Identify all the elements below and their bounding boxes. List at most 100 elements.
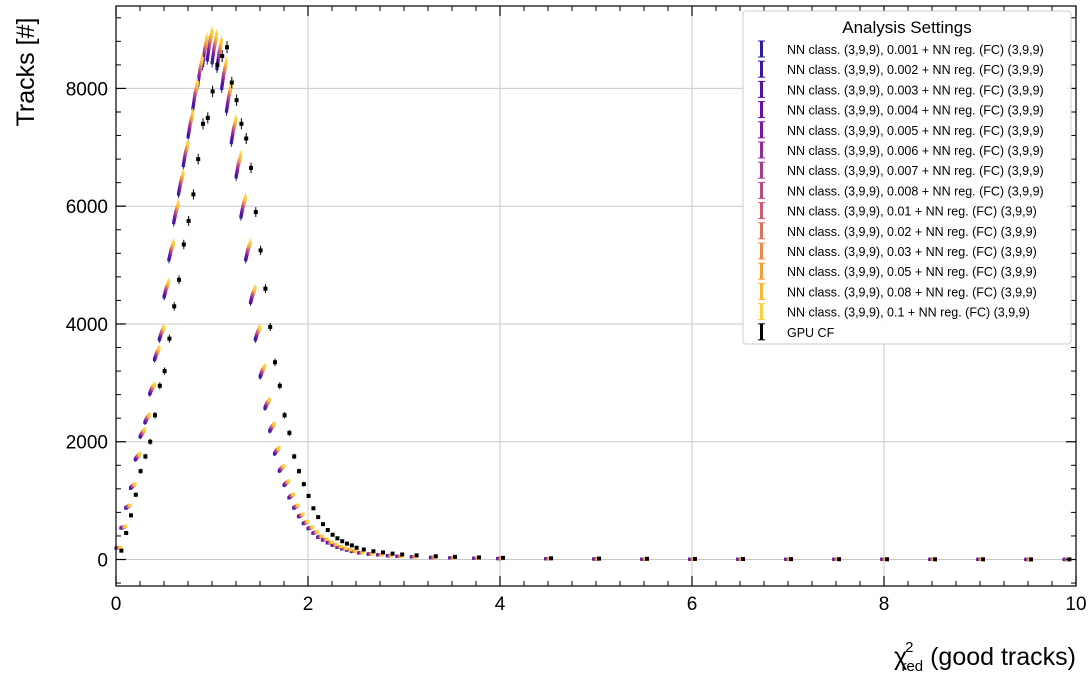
- legend-item: GPU CF: [758, 323, 835, 341]
- data-point: [335, 536, 340, 541]
- data-point: [186, 218, 191, 223]
- data-point: [176, 201, 180, 206]
- legend-marker: [760, 142, 763, 158]
- data-point: [263, 286, 268, 291]
- data-point: [282, 413, 287, 418]
- data-point: [330, 540, 334, 544]
- data-point: [340, 539, 345, 544]
- x-tick-label: 2: [303, 594, 314, 615]
- data-point: [287, 430, 292, 435]
- x-tick-label: 10: [1065, 594, 1086, 615]
- data-point: [277, 383, 282, 388]
- data-point: [345, 541, 349, 546]
- x-axis-label-subscript: red: [901, 658, 923, 675]
- data-point: [335, 542, 339, 547]
- data-point: [837, 557, 841, 562]
- data-point: [325, 537, 329, 541]
- legend-item: NN class. (3,9,9), 0.004 + NN reg. (FC) …: [758, 101, 1044, 119]
- legend: Analysis Settings NN class. (3,9,9), 0.0…: [742, 10, 1072, 345]
- data-point: [244, 136, 249, 141]
- legend-item: NN class. (3,9,9), 0.005 + NN reg. (FC) …: [758, 121, 1044, 139]
- data-point: [268, 324, 273, 329]
- legend-title: Analysis Settings: [842, 18, 971, 37]
- data-point: [119, 545, 123, 550]
- x-axis-label-text: (good tracks): [923, 643, 1076, 671]
- data-point: [282, 464, 286, 468]
- legend-label: GPU CF: [787, 326, 835, 340]
- x-tick-label: 4: [495, 594, 506, 615]
- data-point: [273, 360, 277, 365]
- legend-label: NN class. (3,9,9), 0.02 + NN reg. (FC) (…: [787, 225, 1037, 239]
- legend-label: NN class. (3,9,9), 0.05 + NN reg. (FC) (…: [787, 265, 1037, 279]
- data-point: [354, 545, 359, 550]
- data-point: [239, 121, 244, 126]
- data-point: [361, 550, 365, 555]
- legend-item: NN class. (3,9,9), 0.003 + NN reg. (FC) …: [758, 80, 1044, 98]
- data-point: [297, 469, 301, 474]
- legend-items: NN class. (3,9,9), 0.001 + NN reg. (FC) …: [758, 40, 1044, 341]
- data-point: [205, 115, 210, 120]
- data-point: [181, 242, 186, 247]
- legend-item: NN class. (3,9,9), 0.01 + NN reg. (FC) (…: [758, 202, 1037, 220]
- data-point: [597, 556, 601, 561]
- legend-box: [742, 10, 1072, 345]
- data-point: [477, 555, 481, 560]
- data-point: [196, 157, 201, 162]
- data-point: [215, 32, 219, 37]
- data-point: [210, 89, 215, 94]
- legend-item: NN class. (3,9,9), 0.03 + NN reg. (FC) (…: [758, 242, 1037, 260]
- data-point: [371, 552, 375, 556]
- data-point: [219, 38, 224, 43]
- legend-marker: [760, 81, 763, 98]
- y-tick-label: 6000: [66, 197, 108, 218]
- data-point: [152, 382, 156, 387]
- data-point: [234, 98, 239, 103]
- legend-label: NN class. (3,9,9), 0.1 + NN reg. (FC) (3…: [787, 306, 1030, 320]
- data-point: [344, 546, 348, 550]
- x-tick-label: 8: [879, 594, 890, 615]
- legend-label: NN class. (3,9,9), 0.03 + NN reg. (FC) (…: [787, 245, 1037, 259]
- data-point: [133, 482, 137, 486]
- data-point: [195, 81, 200, 85]
- data-point: [693, 556, 697, 561]
- data-point: [287, 479, 291, 483]
- data-point: [171, 241, 176, 245]
- legend-marker: [760, 323, 763, 340]
- data-point: [267, 397, 272, 402]
- data-point: [229, 84, 233, 88]
- x-tick-label: 6: [687, 594, 698, 615]
- data-point: [301, 482, 306, 487]
- y-tick-label: 0: [97, 551, 108, 572]
- y-axis-label: Tracks [#]: [12, 18, 40, 127]
- data-point: [301, 512, 305, 516]
- data-point: [138, 452, 142, 456]
- data-point: [741, 557, 745, 562]
- legend-item: NN class. (3,9,9), 0.006 + NN reg. (FC) …: [758, 141, 1044, 159]
- y-tick-label: 8000: [66, 79, 108, 100]
- data-point: [248, 241, 252, 245]
- data-point: [167, 280, 171, 284]
- data-point: [325, 528, 330, 533]
- data-point: [172, 304, 177, 309]
- legend-item: NN class. (3,9,9), 0.007 + NN reg. (FC) …: [758, 161, 1044, 179]
- data-point: [320, 534, 324, 538]
- legend-item: NN class. (3,9,9), 0.001 + NN reg. (FC) …: [758, 40, 1044, 58]
- data-point: [311, 506, 316, 511]
- data-point: [253, 286, 257, 290]
- legend-label: NN class. (3,9,9), 0.01 + NN reg. (FC) (…: [787, 205, 1037, 219]
- data-point: [200, 56, 204, 61]
- data-point: [191, 192, 196, 197]
- data-point: [177, 277, 181, 282]
- data-point: [123, 524, 128, 528]
- data-point: [128, 503, 132, 507]
- data-point: [291, 492, 296, 496]
- data-point: [143, 428, 147, 432]
- legend-label: NN class. (3,9,9), 0.006 + NN reg. (FC) …: [787, 144, 1044, 158]
- data-point: [381, 550, 385, 555]
- data-point: [277, 446, 281, 450]
- legend-label: NN class. (3,9,9), 0.003 + NN reg. (FC) …: [787, 83, 1044, 97]
- data-point: [263, 364, 267, 368]
- data-point: [191, 111, 195, 115]
- legend-item: NN class. (3,9,9), 0.002 + NN reg. (FC) …: [758, 60, 1044, 78]
